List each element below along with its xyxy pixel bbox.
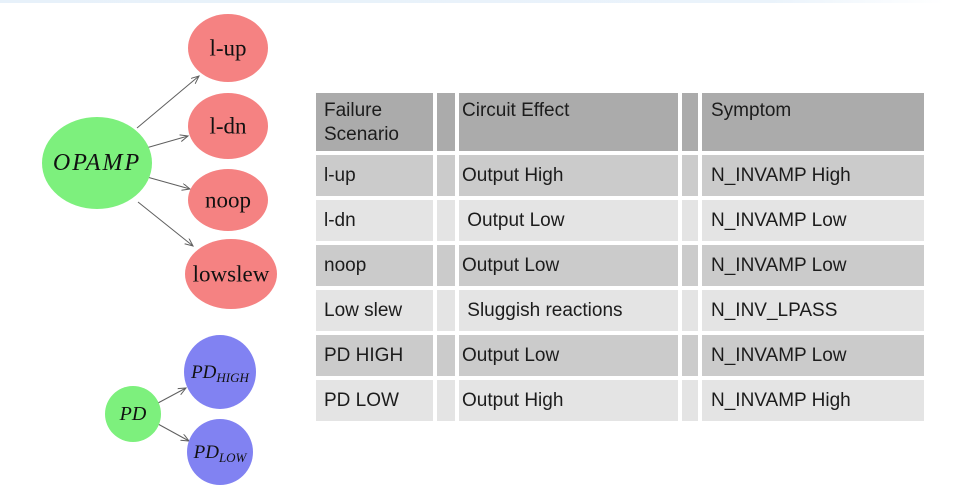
cell-spacer — [682, 155, 698, 196]
top-border-strip — [0, 0, 964, 3]
node-label-opamp: OPAMP — [53, 150, 141, 176]
node-lowslew — [185, 239, 277, 309]
node-pd — [105, 386, 161, 442]
cell-spacer — [682, 200, 698, 241]
cell-spacer — [437, 200, 455, 241]
cell-effect: Sluggish reactions — [459, 290, 678, 331]
node-label-l-up: l-up — [209, 36, 246, 61]
cell-symptom: N_INV_LPASS — [702, 290, 924, 331]
cell-symptom: N_INVAMP High — [702, 155, 924, 196]
cell-effect: Output Low — [459, 335, 678, 376]
cell-spacer — [682, 245, 698, 286]
cell-symptom: N_INVAMP High — [702, 380, 924, 421]
cell-effect: Output High — [459, 380, 678, 421]
cell-scenario: l-up — [316, 155, 433, 196]
edge-opamp-to-lowslew — [137, 201, 193, 246]
node-noop — [188, 169, 268, 231]
failure-table: Failure Scenario Circuit Effect Symptom … — [316, 93, 924, 421]
edge-opamp-to-noop — [146, 176, 190, 189]
cell-scenario: PD LOW — [316, 380, 433, 421]
cell-scenario: l-dn — [316, 200, 433, 241]
cell-spacer — [437, 155, 455, 196]
node-opamp — [42, 117, 152, 209]
cell-spacer — [437, 290, 455, 331]
header-circuit-effect: Circuit Effect — [459, 93, 678, 151]
cell-effect: Output High — [459, 155, 678, 196]
header-spacer — [682, 93, 698, 151]
node-label-l-dn: l-dn — [209, 114, 247, 139]
cell-symptom: N_INVAMP Low — [702, 245, 924, 286]
cell-symptom: N_INVAMP Low — [702, 200, 924, 241]
cell-spacer — [437, 245, 455, 286]
edge-opamp-to-l-dn — [145, 136, 188, 149]
node-label-lowslew: lowslew — [193, 262, 270, 287]
node-label-pd: PD — [119, 403, 147, 425]
header-spacer — [437, 93, 455, 151]
header-symptom: Symptom — [702, 93, 924, 151]
cell-spacer — [437, 380, 455, 421]
cell-spacer — [682, 380, 698, 421]
cell-scenario: PD HIGH — [316, 335, 433, 376]
cell-symptom: N_INVAMP Low — [702, 335, 924, 376]
node-label-pd-high: PDHIGH — [190, 362, 249, 385]
cell-spacer — [682, 335, 698, 376]
cell-spacer — [437, 335, 455, 376]
cell-scenario: Low slew — [316, 290, 433, 331]
node-l-dn — [188, 93, 268, 159]
node-l-up — [188, 14, 268, 82]
edge-opamp-to-l-up — [136, 76, 199, 129]
edge-pd-to-pd-low — [157, 423, 189, 441]
cell-scenario: noop — [316, 245, 433, 286]
edge-pd-to-pd-high — [157, 388, 186, 404]
cell-effect: Output Low — [459, 200, 678, 241]
node-label-noop: noop — [205, 188, 251, 213]
cell-spacer — [682, 290, 698, 331]
cell-effect: Output Low — [459, 245, 678, 286]
fault-scenario-diagram: OPAMP l-up l-dn noop lowslew PD PDHIGH PDLOW — [42, 14, 277, 485]
node-label-pd-low: PDLOW — [193, 442, 248, 465]
node-pd-high — [184, 335, 256, 409]
header-failure-scenario: Failure Scenario — [316, 93, 433, 151]
node-pd-low — [187, 419, 253, 485]
